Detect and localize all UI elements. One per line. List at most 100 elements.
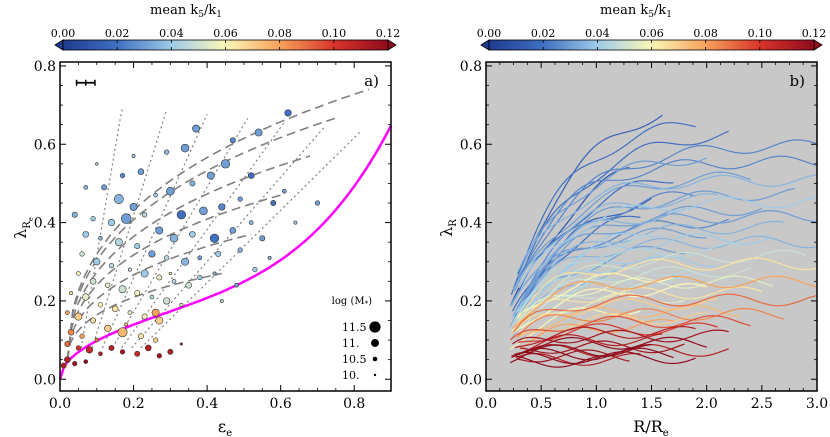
scatter-point xyxy=(119,349,126,355)
scatter-point xyxy=(267,255,272,260)
colorbar-tick-label: 0.02 xyxy=(105,27,130,40)
profile-line xyxy=(517,257,817,320)
x-tick-label: 0.0 xyxy=(475,396,497,412)
scatter-point xyxy=(219,298,224,303)
y-tick-label: 0.0 xyxy=(34,372,56,388)
profile-line xyxy=(515,304,740,338)
scatter-point xyxy=(259,235,266,242)
scatter-point xyxy=(197,255,203,261)
scatter-point xyxy=(117,327,128,338)
scatter-point xyxy=(118,285,127,294)
scatter-point xyxy=(127,310,133,315)
model-dotted-line xyxy=(131,126,326,349)
scatter-point xyxy=(155,226,164,235)
scatter-point xyxy=(85,346,94,354)
scatter-point xyxy=(314,200,321,206)
y-tick-label: 0.2 xyxy=(460,294,482,310)
profile-line xyxy=(509,218,729,328)
model-grid-lines xyxy=(66,88,370,360)
scatter-point xyxy=(169,233,179,243)
profile-line xyxy=(513,336,707,356)
scatter-point xyxy=(124,322,129,327)
profile-line xyxy=(509,208,685,307)
scatter-point xyxy=(108,263,115,269)
model-dotted-line xyxy=(121,121,285,349)
scatter-point xyxy=(247,172,255,179)
scatter-point xyxy=(79,251,85,257)
profile-line xyxy=(518,265,751,329)
model-dotted-line xyxy=(80,108,124,349)
profile-line xyxy=(519,139,817,277)
profile-line xyxy=(511,275,774,332)
scatter-point xyxy=(90,317,97,324)
scatter-point xyxy=(151,308,160,317)
scatter-point xyxy=(134,290,141,297)
legend-entry-label: 10.5 xyxy=(342,353,367,366)
scatter-point xyxy=(108,344,115,351)
scatter-point xyxy=(129,202,138,211)
error-bar xyxy=(75,79,96,86)
scatter-point xyxy=(144,344,152,352)
x-axis-label-b: R/Re xyxy=(633,417,668,437)
scatter-point xyxy=(149,294,155,300)
scatter-point xyxy=(101,184,108,191)
scatter-point xyxy=(254,128,263,137)
profile-line xyxy=(510,297,718,336)
scatter-point xyxy=(83,185,89,190)
scatter-point xyxy=(181,257,189,266)
profile-line xyxy=(512,275,817,330)
scatter-point xyxy=(212,271,217,276)
x-tick-label: 2.0 xyxy=(696,396,718,412)
scatter-point xyxy=(252,266,258,273)
colorbar-tick-label: 0.06 xyxy=(213,27,238,40)
profile-line xyxy=(510,344,652,364)
model-dashed-line xyxy=(66,194,281,360)
plot-area-a xyxy=(60,62,391,391)
scatter-point xyxy=(197,274,203,281)
scatter-point xyxy=(229,137,236,144)
profile-lines xyxy=(509,114,817,368)
colorbar-label-b: mean k5/k1 xyxy=(600,3,672,20)
scatter-point xyxy=(89,278,97,285)
model-dashed-line xyxy=(66,116,340,360)
scatter-point xyxy=(119,172,126,179)
scatter-point xyxy=(137,168,145,175)
scatter-point xyxy=(179,342,183,346)
model-dotted-line xyxy=(140,130,363,349)
colorbar-tick-label: 0.00 xyxy=(477,27,502,40)
scatter-point xyxy=(69,291,73,296)
scatter-point xyxy=(98,351,103,357)
scatter-point xyxy=(179,302,184,307)
panel-a-scatter: log (M*) 11.511.10.510. 0.0 0.2 0.4 0.6 0.80… xyxy=(11,59,393,437)
scatter-point xyxy=(156,274,163,281)
scatter-point xyxy=(83,359,89,364)
scatter-point xyxy=(140,269,149,278)
model-dashed-line xyxy=(66,272,222,360)
scatter-point xyxy=(220,159,231,169)
scatter-point xyxy=(209,233,220,243)
scatter-point xyxy=(141,313,148,320)
y-tick-label: 0.8 xyxy=(34,59,56,75)
x-tick-label: 0.4 xyxy=(196,396,218,412)
profile-line xyxy=(515,209,817,312)
scatter-point xyxy=(65,310,70,315)
scatter-point xyxy=(192,124,201,133)
scatter-point xyxy=(282,188,287,194)
magenta-curve xyxy=(58,125,393,380)
scatter-point xyxy=(237,247,243,253)
model-dotted-line xyxy=(111,118,249,349)
scatter-point xyxy=(79,333,85,339)
y-tick-label: 0.4 xyxy=(34,216,56,232)
profile-line xyxy=(519,318,674,351)
scatter-point xyxy=(141,212,148,218)
scatter-point xyxy=(94,337,100,343)
y-axis-label-a: λRe xyxy=(11,217,35,239)
y-tick-label: 0.4 xyxy=(460,216,482,232)
scatter-point xyxy=(248,220,254,225)
scatter-point xyxy=(127,267,132,272)
y-tick-label: 0.6 xyxy=(34,137,56,153)
legend-entry-label: 10. xyxy=(342,369,360,382)
y-tick-label: 0.8 xyxy=(460,59,482,75)
scatter-point xyxy=(171,279,177,284)
